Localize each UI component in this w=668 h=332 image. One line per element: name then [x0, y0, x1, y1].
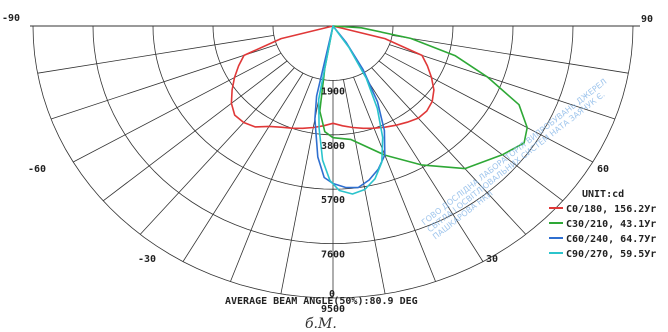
angle-tick-label: -60: [28, 164, 46, 175]
grid-spoke: [378, 60, 564, 202]
radial-tick-label: 3800: [321, 141, 345, 152]
intensity-curves: [230, 25, 528, 195]
grid-ring: [272, 25, 394, 81]
grid-spoke: [73, 52, 282, 163]
angle-tick-label: 30: [486, 254, 498, 265]
grid-spoke: [182, 72, 304, 262]
angle-tick-label: 90: [641, 14, 653, 25]
grid-spoke: [37, 35, 274, 74]
legend-label: C60/240, 64.7Уr: [566, 234, 656, 245]
radial-tick-label: 1900: [321, 86, 345, 97]
grid-spoke: [230, 76, 313, 282]
grid-spoke: [343, 79, 386, 294]
grid-spoke: [362, 72, 484, 262]
grid-spoke: [371, 67, 527, 235]
grid-spoke: [392, 35, 629, 74]
footer-beam-angle: AVERAGE BEAM ANGLE(50%):80.9 DEG: [225, 296, 418, 307]
series-curve-2: [319, 25, 528, 170]
series-curve-4: [317, 25, 384, 195]
grid-spoke: [280, 79, 323, 294]
angle-tick-label-zero: 0: [329, 289, 335, 300]
radial-tick-label: 9500: [321, 304, 345, 315]
legend-label: C30/210, 43.1Уr: [566, 219, 656, 230]
angle-tick-label: -30: [138, 254, 156, 265]
legend-label: C90/270, 59.5Уr: [566, 249, 656, 260]
series-curve-1: [230, 25, 435, 130]
radial-tick-label: 7600: [321, 250, 345, 261]
axis-labels: 1900 3800 5700 7600 9500 -90 -60 -30 90 60 30 0: [2, 13, 653, 315]
legend-label: C0/180, 156.2Уr: [566, 204, 656, 215]
unit-label: UNIT:cd: [582, 189, 624, 200]
radial-tick-label: 5700: [321, 195, 345, 206]
grid-spoke: [353, 76, 436, 282]
grid-spoke: [389, 44, 616, 120]
grid-spoke: [102, 60, 288, 202]
angle-tick-label: -90: [2, 13, 20, 24]
angle-tick-label: 60: [597, 164, 609, 175]
legend: UNIT:cd C0/180, 156.2Уr C30/210, 43.1Уr C6…: [549, 189, 656, 260]
grid-spoke: [139, 67, 295, 235]
grid-spoke: [384, 52, 593, 163]
handwritten-signature: б.М.: [305, 316, 337, 332]
series-curve-3: [314, 25, 386, 189]
grid-spoke: [50, 44, 277, 120]
